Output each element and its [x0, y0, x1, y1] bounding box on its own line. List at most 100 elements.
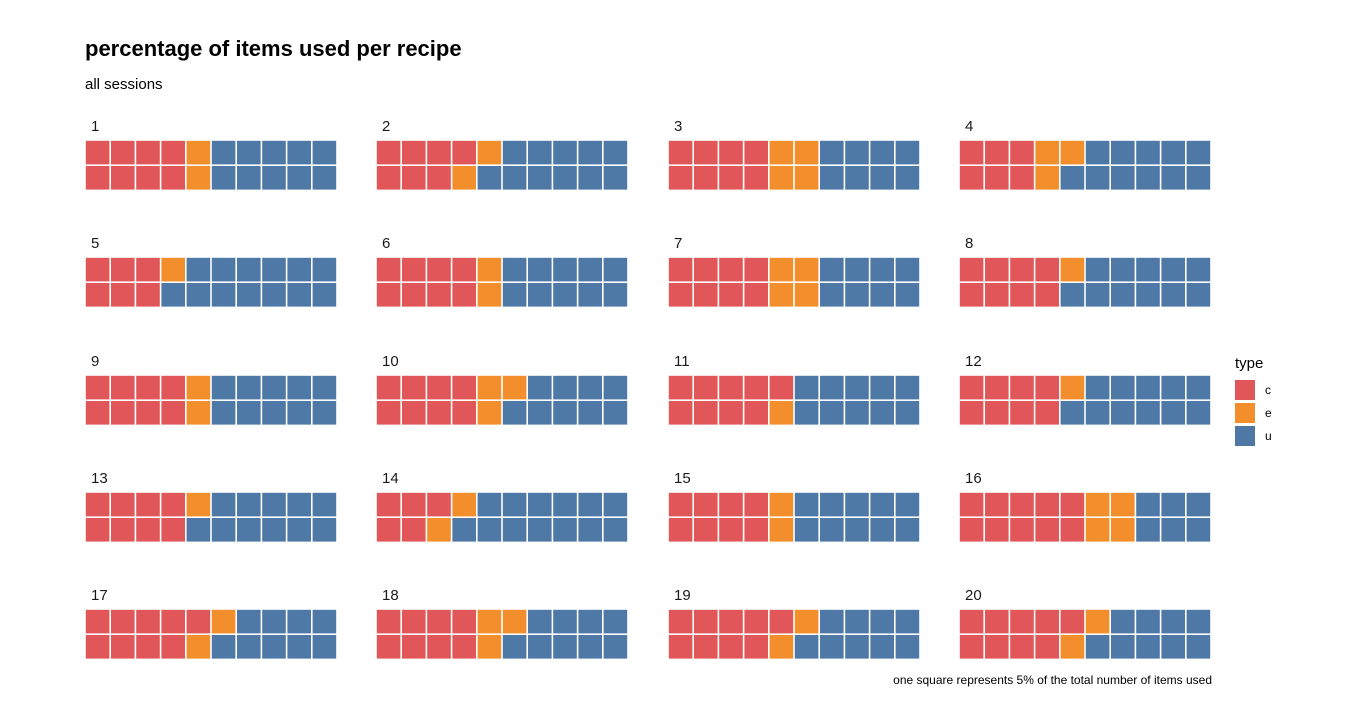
- waffle-panel-1: 1: [85, 118, 345, 193]
- waffle-square-u: [262, 492, 286, 517]
- waffle-square-c: [452, 401, 476, 425]
- waffle-square-c: [1035, 492, 1059, 517]
- waffle-square-c: [1010, 140, 1034, 165]
- waffle-square-c: [1060, 609, 1085, 634]
- waffle-square-u: [1161, 635, 1185, 659]
- waffle-square-u: [603, 140, 628, 165]
- waffle-square-c: [719, 257, 743, 282]
- waffle-square-e: [186, 140, 211, 165]
- waffle-square-u: [895, 375, 920, 400]
- waffle-square-u: [1111, 635, 1135, 659]
- waffle-square-c: [186, 609, 211, 634]
- waffle-square-e: [769, 492, 794, 517]
- waffle-square-u: [502, 401, 527, 425]
- legend-label-e: e: [1265, 405, 1272, 420]
- legend-title: type: [1235, 355, 1264, 372]
- waffle-panel-10: 10: [376, 353, 636, 428]
- waffle-square-c: [85, 375, 110, 400]
- waffle-square-e: [211, 609, 236, 634]
- waffle-square-u: [794, 375, 819, 400]
- waffle-square-c: [111, 609, 135, 634]
- waffle-square-u: [845, 492, 869, 517]
- waffle-square-e: [769, 140, 794, 165]
- waffle-square-u: [211, 283, 236, 307]
- waffle-square-u: [895, 257, 920, 282]
- waffle-square-c: [668, 140, 693, 165]
- waffle-square-c: [136, 492, 160, 517]
- waffle-square-c: [985, 635, 1009, 659]
- legend-item-u: u: [1235, 424, 1272, 447]
- waffle-square-u: [312, 401, 337, 425]
- waffle-square-u: [502, 166, 527, 190]
- waffle-grid: [668, 257, 920, 307]
- panel-label: 15: [674, 470, 691, 487]
- waffle-square-u: [312, 283, 337, 307]
- waffle-grid: [959, 140, 1211, 190]
- waffle-square-u: [237, 375, 261, 400]
- waffle-square-u: [578, 166, 602, 190]
- panel-label: 5: [91, 235, 100, 252]
- waffle-square-e: [502, 609, 527, 634]
- waffle-square-u: [1136, 401, 1160, 425]
- waffle-square-u: [895, 518, 920, 542]
- waffle-square-c: [668, 401, 693, 425]
- waffle-square-c: [111, 375, 135, 400]
- waffle-square-u: [603, 283, 628, 307]
- waffle-square-c: [668, 166, 693, 190]
- waffle-square-u: [1111, 140, 1135, 165]
- waffle-square-c: [161, 518, 185, 542]
- waffle-square-u: [1186, 375, 1211, 400]
- waffle-square-u: [1161, 375, 1185, 400]
- waffle-square-e: [769, 283, 794, 307]
- waffle-square-u: [1186, 635, 1211, 659]
- waffle-square-u: [845, 401, 869, 425]
- waffle-panel-4: 4: [959, 118, 1219, 193]
- waffle-square-c: [85, 492, 110, 517]
- waffle-panel-15: 15: [668, 470, 928, 545]
- waffle-square-u: [1161, 492, 1185, 517]
- waffle-square-u: [528, 401, 552, 425]
- chart-subtitle: all sessions: [85, 76, 163, 93]
- waffle-square-u: [578, 140, 602, 165]
- legend-item-c: c: [1235, 378, 1272, 401]
- waffle-square-c: [376, 257, 401, 282]
- waffle-square-u: [262, 609, 286, 634]
- waffle-square-u: [502, 635, 527, 659]
- panel-label: 3: [674, 118, 683, 135]
- waffle-square-c: [111, 401, 135, 425]
- waffle-square-u: [553, 609, 577, 634]
- waffle-square-c: [402, 257, 426, 282]
- waffle-square-u: [1060, 283, 1085, 307]
- waffle-square-e: [1035, 166, 1059, 190]
- waffle-square-u: [1136, 635, 1160, 659]
- waffle-square-e: [1060, 140, 1085, 165]
- waffle-square-c: [427, 166, 451, 190]
- waffle-square-u: [1085, 166, 1110, 190]
- waffle-square-c: [376, 375, 401, 400]
- waffle-square-u: [312, 518, 337, 542]
- waffle-square-c: [985, 257, 1009, 282]
- waffle-grid: [668, 492, 920, 542]
- waffle-square-u: [845, 518, 869, 542]
- waffle-square-u: [603, 609, 628, 634]
- waffle-grid: [668, 140, 920, 190]
- waffle-square-u: [1085, 635, 1110, 659]
- waffle-square-c: [136, 166, 160, 190]
- waffle-square-u: [1186, 518, 1211, 542]
- legend-label-c: c: [1265, 382, 1271, 397]
- waffle-square-c: [452, 635, 476, 659]
- waffle-square-c: [959, 166, 984, 190]
- waffle-square-c: [719, 166, 743, 190]
- waffle-square-u: [312, 257, 337, 282]
- waffle-square-u: [870, 518, 894, 542]
- waffle-square-c: [985, 166, 1009, 190]
- waffle-square-u: [502, 492, 527, 517]
- waffle-square-c: [402, 375, 426, 400]
- waffle-square-c: [959, 609, 984, 634]
- waffle-square-c: [694, 401, 718, 425]
- waffle-square-c: [376, 518, 401, 542]
- waffle-grid: [85, 492, 337, 542]
- waffle-square-u: [553, 492, 577, 517]
- waffle-square-c: [136, 609, 160, 634]
- waffle-square-u: [1136, 492, 1160, 517]
